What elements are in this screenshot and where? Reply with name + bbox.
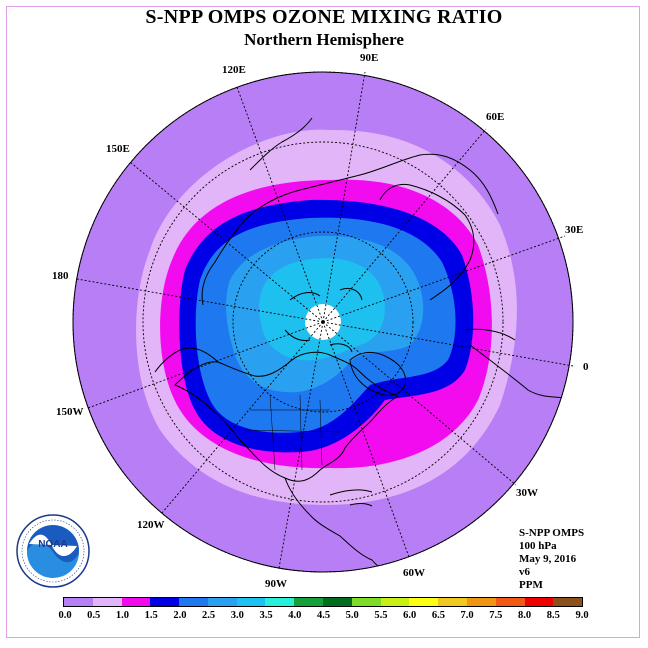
colorbar-tick-label: 5.0 xyxy=(345,610,359,621)
colorbar-ticks: 0.0 0.5 1.0 1.5 2.0 2.5 3.0 3.5 4.0 4.5 5.0 5.5 6.0 6… xyxy=(0,610,648,624)
asia-coast xyxy=(244,153,499,221)
colorbar-segment xyxy=(380,598,410,606)
colorbar-tick-label: 7.0 xyxy=(460,610,474,621)
lon-label-120e: 120E xyxy=(222,64,246,76)
colorbar-tick-label: 9.0 xyxy=(575,610,589,621)
colorbar-segment xyxy=(64,598,93,606)
colorbar-tick-label: 3.5 xyxy=(259,610,273,621)
latitude-circle-30 xyxy=(142,141,504,503)
meridian-120e xyxy=(236,86,324,323)
colorbar-tick-label: 0.0 xyxy=(58,610,72,621)
lon-label-60e: 60E xyxy=(486,111,504,123)
colorbar-segment xyxy=(524,598,554,606)
map-title: S-NPP OMPS OZONE MIXING RATIO xyxy=(145,6,503,28)
alaska-coast xyxy=(154,347,219,373)
lon-label-60w: 60W xyxy=(403,567,425,579)
lon-label-150e: 150E xyxy=(106,143,130,155)
colorbar-segment xyxy=(179,598,208,606)
colorbar-segment xyxy=(121,598,151,606)
lon-label-120w: 120W xyxy=(137,519,165,531)
map-border xyxy=(72,71,574,573)
figure-frame xyxy=(6,6,640,638)
greenland-coast xyxy=(349,352,407,396)
colorbar-tick-label: 6.0 xyxy=(403,610,417,621)
us-state-borders xyxy=(244,394,341,471)
info-date: May 9, 2016 xyxy=(519,553,577,565)
longitude-labels: 90E 60E 30E 0 30W 60W 90W 120W 150W 180 … xyxy=(52,52,589,590)
colorbar xyxy=(63,597,583,607)
meridian-120w xyxy=(161,321,324,514)
colorbar-tick-label: 2.5 xyxy=(202,610,216,621)
colorbar-tick-label: 0.5 xyxy=(87,610,101,621)
colorbar-tick-label: 1.0 xyxy=(115,610,129,621)
colorbar-segment xyxy=(409,598,439,606)
north-america-coast xyxy=(174,351,400,482)
lon-label-0: 0 xyxy=(583,361,589,373)
noaa-logo-text: NOAA xyxy=(38,539,67,550)
colorbar-tick-label: 3.0 xyxy=(230,610,244,621)
colorbar-tick-label: 4.5 xyxy=(316,610,331,621)
colorbar-tick-label: 8.5 xyxy=(546,610,560,621)
colorbar-segment xyxy=(207,598,237,606)
meridian-30e xyxy=(322,235,566,323)
meridian-90w xyxy=(278,321,324,569)
lon-label-30e: 30E xyxy=(565,224,583,236)
colorbar-segment xyxy=(466,598,496,606)
info-level: 100 hPa xyxy=(519,540,557,552)
colorbar-tick-label: 5.5 xyxy=(374,610,388,621)
lon-label-30w: 30W xyxy=(516,487,538,499)
colorbar-tick-label: 6.5 xyxy=(431,610,445,621)
colorbar-segment xyxy=(294,598,324,606)
colorbar-tick-label: 4.0 xyxy=(288,610,302,621)
europe-coast xyxy=(379,183,475,301)
meridian-180 xyxy=(76,278,324,323)
info-block: S-NPP OMPS 100 hPa May 9, 2016 v6 PPM xyxy=(519,527,584,592)
meridian-150w xyxy=(87,321,324,409)
colorbar-segment xyxy=(323,598,352,606)
colorbar-segment xyxy=(236,598,266,606)
colorbar-segment xyxy=(495,598,525,606)
map-subtitle: Northern Hemisphere xyxy=(244,30,404,49)
colorbar-segment xyxy=(351,598,381,606)
noaa-logo: NOAA xyxy=(16,514,90,588)
lon-label-180: 180 xyxy=(52,270,69,282)
colorbar-tick-label: 8.0 xyxy=(517,610,532,621)
meridian-150e xyxy=(129,161,324,323)
colorbar-segment xyxy=(150,598,180,606)
east-asia-coast xyxy=(201,117,313,306)
meridian-60w xyxy=(322,321,410,558)
info-instrument: S-NPP OMPS xyxy=(519,527,585,539)
lon-label-90e: 90E xyxy=(360,52,378,64)
colorbar-segment xyxy=(92,598,122,606)
colorbar-segment xyxy=(553,598,583,606)
info-version: v6 xyxy=(519,566,530,578)
latitude-circle-60 xyxy=(232,231,414,413)
arctic-islands xyxy=(284,287,363,353)
lon-label-150w: 150W xyxy=(56,406,84,418)
colorbar-segment xyxy=(265,598,295,606)
caribbean-coast xyxy=(329,489,373,507)
info-units: PPM xyxy=(519,579,543,591)
colorbar-tick-label: 2.0 xyxy=(173,610,187,621)
colorbar-tick-label: 7.5 xyxy=(489,610,503,621)
colorbar-segment xyxy=(438,598,467,606)
lon-label-90w: 90W xyxy=(265,578,287,590)
colorbar-tick-label: 1.5 xyxy=(144,610,158,621)
